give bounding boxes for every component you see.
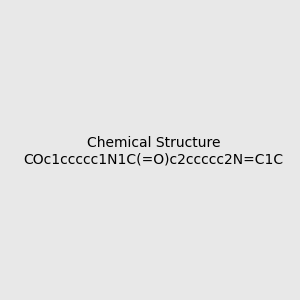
Text: Chemical Structure
COc1ccccc1N1C(=O)c2ccccc2N=C1C: Chemical Structure COc1ccccc1N1C(=O)c2cc… — [24, 136, 284, 166]
